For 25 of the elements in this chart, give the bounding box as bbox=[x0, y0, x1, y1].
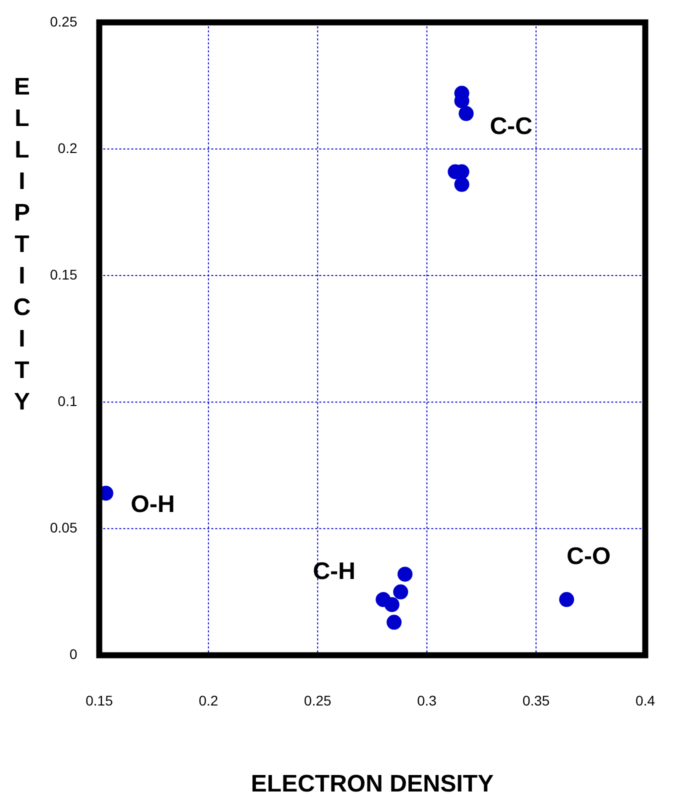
annotation: O-H bbox=[130, 490, 175, 518]
annotation: C-O bbox=[566, 543, 611, 570]
y-tick-label: 0 bbox=[69, 646, 78, 662]
y-tick-label: 0.1 bbox=[58, 392, 78, 409]
x-tick-label: 0.35 bbox=[522, 692, 550, 708]
x-tick-label: 0.25 bbox=[304, 692, 332, 708]
text: ELLIPTICITY bbox=[13, 74, 31, 416]
point bbox=[454, 176, 470, 192]
y-tick-label: 0.25 bbox=[50, 13, 78, 30]
annotation: C-C bbox=[490, 113, 532, 140]
point bbox=[398, 566, 413, 582]
x-tick-label: 0.15 bbox=[86, 692, 114, 708]
x-tick-label: 0.4 bbox=[636, 692, 656, 708]
point bbox=[393, 584, 408, 600]
x-axis-title: ELECTRON DENSITY bbox=[250, 770, 494, 798]
annotation: C-H bbox=[312, 558, 356, 586]
point bbox=[384, 597, 400, 612]
point bbox=[386, 614, 402, 630]
point bbox=[458, 106, 474, 122]
y-tick-label: 0.2 bbox=[58, 140, 78, 156]
y-tick-label: 0.15 bbox=[50, 266, 78, 282]
x-tick-label: 0.2 bbox=[198, 692, 218, 708]
y-tick-label: 0.05 bbox=[50, 520, 78, 536]
x-tick-label: 0.3 bbox=[417, 692, 437, 708]
point bbox=[559, 592, 574, 608]
